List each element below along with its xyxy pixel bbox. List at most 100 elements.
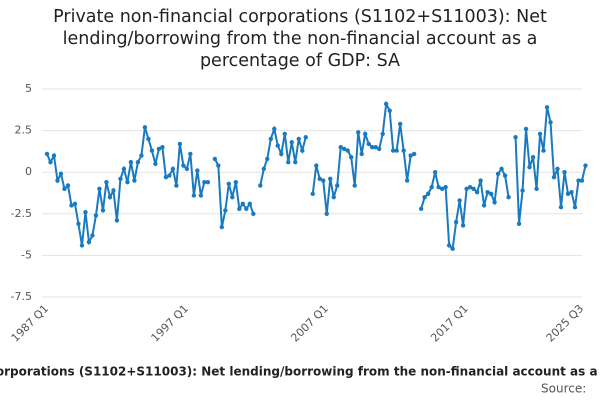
data-point <box>268 136 273 142</box>
data-point <box>111 188 116 193</box>
y-tick-label: -5 <box>21 248 32 261</box>
data-point <box>177 141 183 147</box>
data-point <box>296 136 301 142</box>
y-tick-label: 0 <box>25 165 32 178</box>
data-point <box>114 218 120 223</box>
data-point <box>118 176 123 182</box>
data-point <box>488 191 494 197</box>
data-point <box>181 163 186 168</box>
x-tick-label: 1987 Q1 <box>9 302 52 345</box>
data-point <box>523 126 529 132</box>
data-point <box>195 168 200 173</box>
data-point <box>565 191 571 197</box>
data-point <box>467 184 473 190</box>
data-point <box>163 174 169 180</box>
data-point <box>485 189 490 195</box>
data-point <box>569 189 574 195</box>
data-point <box>432 170 438 175</box>
data-point <box>397 121 403 127</box>
data-point <box>184 166 190 172</box>
data-point <box>356 130 361 135</box>
data-point <box>282 131 287 137</box>
data-point <box>212 156 218 162</box>
data-point <box>62 186 67 192</box>
data-point <box>65 183 71 188</box>
y-tick-label: 2.5 <box>15 124 33 137</box>
data-point <box>251 211 256 216</box>
data-point <box>219 224 225 230</box>
data-point <box>460 223 466 228</box>
data-point <box>390 148 396 153</box>
data-point <box>86 239 92 245</box>
data-point <box>230 194 235 200</box>
data-point <box>300 148 305 153</box>
data-point <box>170 166 176 172</box>
data-point <box>48 160 53 165</box>
data-point <box>394 148 399 153</box>
data-point <box>55 178 60 183</box>
data-point <box>558 204 564 210</box>
data-point <box>128 160 134 165</box>
data-point <box>363 131 368 137</box>
data-point <box>205 179 211 185</box>
data-point <box>146 136 151 142</box>
data-point <box>439 186 445 192</box>
data-point <box>376 146 382 152</box>
data-point <box>387 108 392 113</box>
x-tick-label: 1997 Q1 <box>149 302 192 345</box>
data-point <box>502 173 508 178</box>
data-point <box>160 145 165 150</box>
data-point <box>572 204 578 210</box>
data-point <box>562 170 567 175</box>
data-point <box>446 243 452 248</box>
data-point <box>453 219 459 225</box>
data-point <box>583 163 588 168</box>
y-tick-label: -2.5 <box>11 207 32 220</box>
data-point <box>331 194 336 200</box>
data-point <box>401 148 406 153</box>
data-point <box>244 206 249 212</box>
x-tick-label: 2007 Q1 <box>288 302 331 345</box>
data-point <box>174 183 179 188</box>
data-point <box>275 143 280 148</box>
y-tick-label: -7.5 <box>11 290 32 303</box>
data-point <box>537 131 543 137</box>
data-point <box>338 145 343 150</box>
data-point <box>314 163 319 168</box>
data-point <box>450 246 455 251</box>
data-point <box>104 179 109 185</box>
data-point <box>471 186 476 192</box>
data-point <box>422 194 427 200</box>
data-point <box>555 166 560 172</box>
data-point <box>58 171 64 177</box>
data-point <box>149 148 155 153</box>
data-point <box>548 120 553 125</box>
data-point <box>492 199 497 205</box>
data-point <box>551 174 557 180</box>
data-point <box>139 153 144 158</box>
data-point <box>321 178 326 183</box>
data-point <box>317 176 322 182</box>
data-point <box>188 151 193 157</box>
data-point <box>443 184 448 190</box>
data-point <box>576 178 581 183</box>
data-point <box>527 165 532 170</box>
data-point <box>544 105 550 110</box>
data-point <box>107 194 113 200</box>
x-axis-label: Private non-financial corporations (S110… <box>0 365 600 379</box>
data-point <box>240 201 246 207</box>
source: Source: <box>541 382 586 396</box>
data-point <box>345 148 350 153</box>
data-point <box>125 179 130 185</box>
data-point <box>499 166 504 172</box>
data-point <box>457 198 462 203</box>
data-point <box>520 188 525 193</box>
data-point <box>202 179 207 185</box>
data-point <box>418 206 424 212</box>
data-point <box>352 183 357 188</box>
data-point <box>310 191 315 197</box>
chart-title: Private non-financial corporations (S110… <box>53 7 547 71</box>
data-point <box>279 151 284 157</box>
x-tick-label: 2017 Q1 <box>428 302 471 345</box>
data-point <box>383 101 389 107</box>
